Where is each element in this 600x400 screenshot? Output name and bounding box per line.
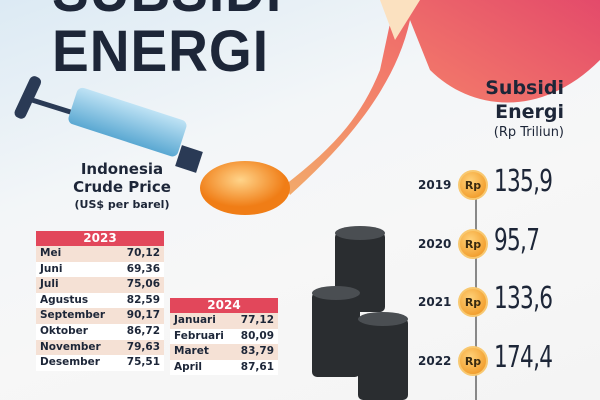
rp-coin-icon: Rp (458, 228, 488, 259)
subsidy-year: 2019 (418, 178, 452, 192)
table-row: Mei 70,12 (36, 246, 164, 262)
title-line1: SUBSIDI (52, 0, 282, 21)
rp-coin-icon: Rp (458, 170, 488, 200)
price: 79,63 (126, 340, 160, 353)
price: 70,12 (126, 247, 160, 259)
table-row: Februari 80,09 (170, 329, 278, 345)
subsidy-value: 95,7 (494, 222, 540, 258)
crude-unit: (US$ per barel) (74, 198, 170, 211)
month: Agustus (40, 293, 89, 306)
price: 77,12 (240, 314, 274, 326)
table-row: Juni 69,36 (36, 262, 164, 278)
subsidy-year: 2021 (418, 295, 452, 309)
title-line2: ENERGI (52, 19, 269, 84)
table-row: Maret 83,79 (170, 344, 278, 360)
month: Desember (40, 356, 100, 369)
month: Juli (40, 278, 59, 291)
table-year: 2023 (36, 231, 164, 246)
table-row: Oktober 86,72 (36, 324, 164, 340)
month: Februari (174, 329, 224, 342)
month: November (40, 340, 101, 353)
table-row: September 90,17 (36, 308, 164, 324)
price: 80,09 (240, 329, 274, 342)
table-row: April 87,61 (170, 360, 278, 376)
subsidy-heading: Subsidi Energi (Rp Triliun) (485, 76, 564, 142)
month: Mei (40, 247, 62, 259)
month: Juni (40, 262, 63, 275)
table-2023: 2023 Mei 70,12 Juni 69,36 Juli 75,06 Agustus 82… (36, 231, 164, 371)
table-year: 2024 (170, 298, 278, 313)
price: 75,51 (126, 356, 160, 369)
month: April (174, 360, 203, 373)
pump-icon (14, 76, 203, 173)
price: 83,79 (240, 345, 274, 358)
table-row: Agustus 82,59 (36, 293, 164, 309)
subsidy-value: 133,6 (494, 281, 553, 316)
rp-coin-icon: Rp (458, 287, 488, 317)
subsidy-year: 2020 (418, 236, 452, 251)
balloon (200, 161, 290, 215)
table-2024: 2024 Januari 77,12 Februari 80,09 Maret 83,79… (170, 298, 278, 376)
crude-heading: Indonesia Crude Price (US$ per barel) (62, 160, 182, 212)
subsidy-year: 2022 (418, 353, 452, 368)
subsidy-unit: (Rp Triliun) (493, 125, 564, 140)
price: 82,59 (126, 293, 160, 306)
rp-coin-icon: Rp (458, 345, 488, 376)
subsidy-title-2: Energi (495, 101, 564, 123)
crude-title-2: Crude Price (73, 178, 171, 196)
table-row: Desember 75,51 (36, 355, 164, 371)
month: September (40, 309, 106, 322)
table-row: November 79,63 (36, 339, 164, 356)
month: Januari (174, 314, 216, 326)
price: 87,61 (240, 360, 274, 373)
price: 86,72 (126, 324, 160, 337)
flame-stream (285, 0, 600, 195)
subsidy-title-1: Subsidi (485, 77, 564, 99)
price: 75,06 (126, 278, 160, 291)
crude-title-1: Indonesia (80, 160, 164, 178)
oil-barrels-icon (312, 226, 408, 400)
table-row: Januari 77,12 (170, 313, 278, 329)
subsidy-value: 135,9 (494, 164, 553, 199)
subsidy-value: 174,4 (494, 339, 553, 375)
table-row: Juli 75,06 (36, 277, 164, 293)
price: 90,17 (126, 309, 160, 322)
month: Maret (174, 345, 209, 358)
month: Oktober (40, 324, 88, 337)
price: 69,36 (126, 262, 160, 275)
